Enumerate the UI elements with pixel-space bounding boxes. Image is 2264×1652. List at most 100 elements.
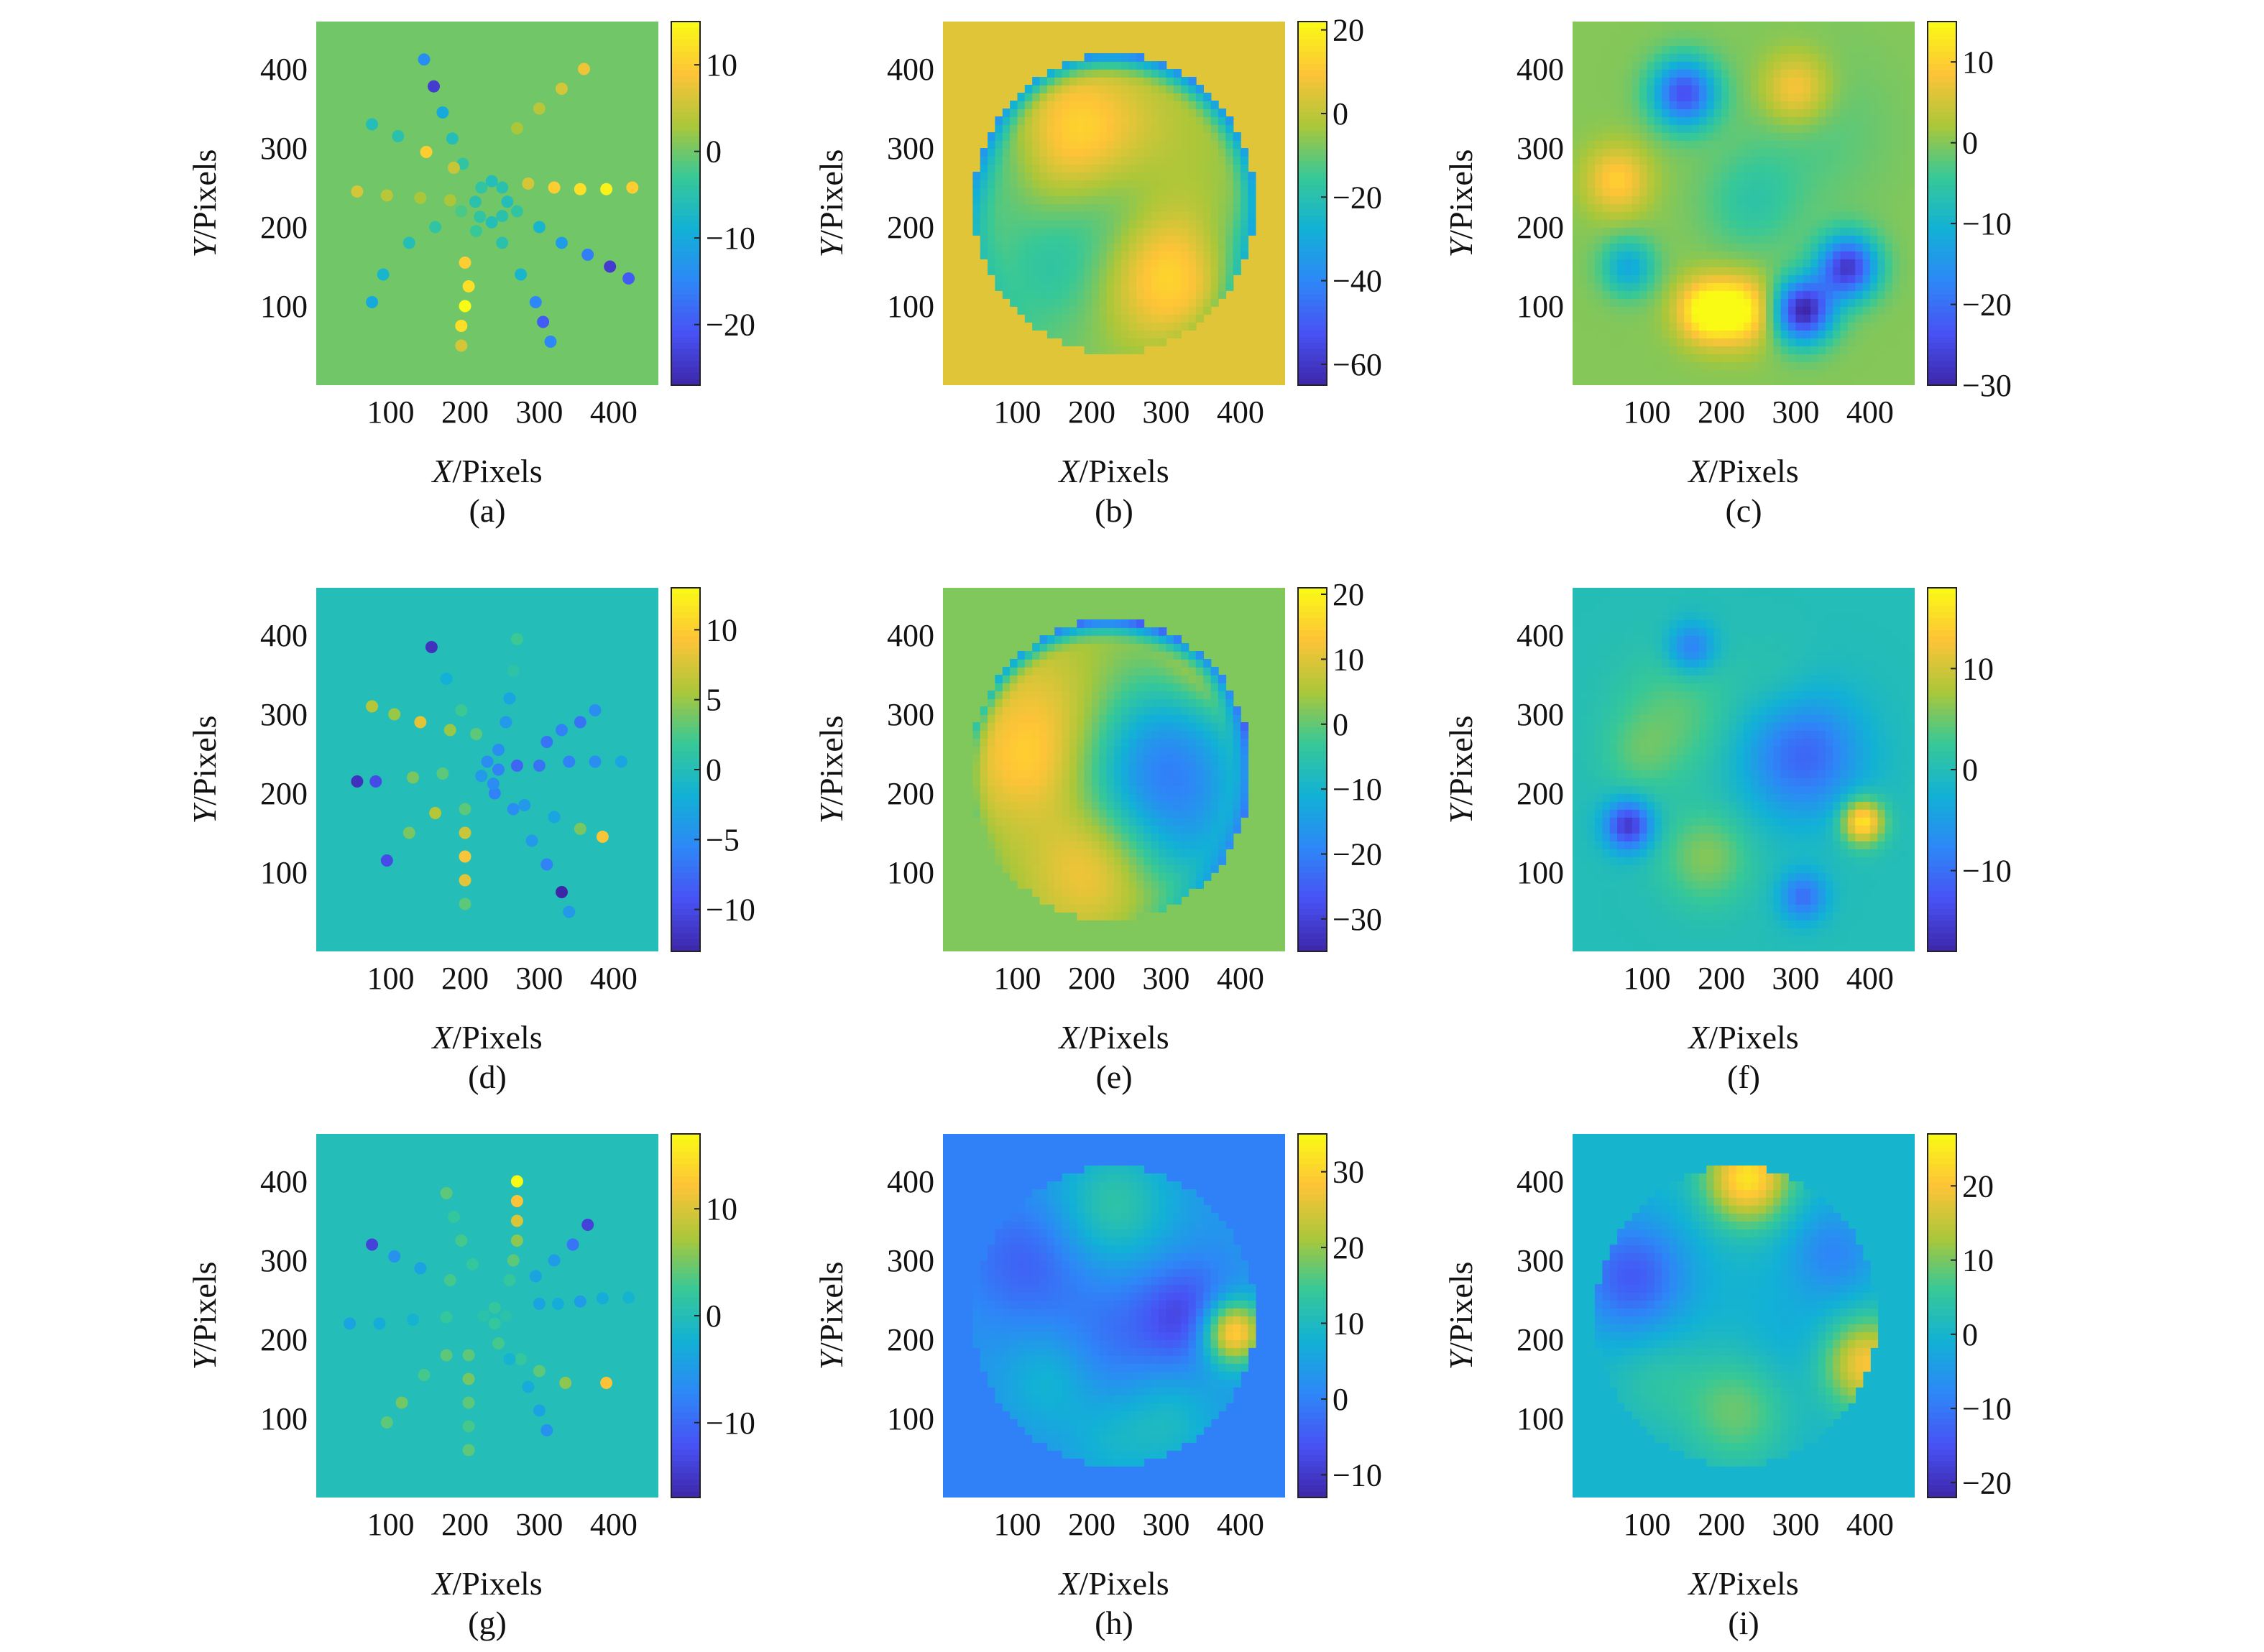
heatmap-cell (1173, 69, 1182, 78)
colorbar-segment (671, 806, 700, 813)
heatmap-cell (1099, 298, 1108, 307)
heatmap-cell (1602, 290, 1611, 299)
heatmap-cell (1039, 180, 1048, 188)
heatmap-cell (1010, 770, 1018, 778)
heatmap-cell (1862, 377, 1871, 385)
colorbar-segment (671, 927, 700, 934)
heatmap-cell (1847, 259, 1856, 267)
heatmap-cell (1788, 53, 1797, 62)
heatmap-cell (1166, 833, 1174, 841)
heatmap-cell (1121, 219, 1130, 228)
heatmap-cell (1900, 219, 1908, 228)
heatmap-cell (1092, 140, 1100, 149)
heatmap-cell (1877, 29, 1886, 38)
heatmap-cell (1609, 116, 1618, 125)
heatmap-cell (1907, 29, 1915, 38)
heatmap-cell (1669, 346, 1678, 354)
heatmap-cell (1647, 156, 1655, 165)
heatmap-cell (980, 817, 988, 826)
heatmap-cell (1046, 290, 1056, 299)
heatmap-cell (1617, 132, 1626, 141)
heatmap-cell (1624, 274, 1633, 283)
heatmap-cell (1002, 762, 1011, 770)
heatmap-cell (1855, 37, 1864, 46)
heatmap-cell (1166, 322, 1174, 331)
heatmap-cell (1721, 109, 1730, 117)
heatmap-cell (1744, 180, 1752, 188)
heatmap-cell (1647, 306, 1655, 315)
heatmap-cell (1840, 211, 1849, 220)
heatmap-cell (1128, 675, 1137, 683)
heatmap-cell (1818, 148, 1826, 157)
heatmap-cell (1766, 338, 1775, 346)
heatmap-cell (1840, 124, 1849, 133)
heatmap-cell (1639, 290, 1648, 299)
heatmap-cell (1069, 714, 1078, 723)
heatmap-cell (1166, 722, 1174, 731)
data-point (574, 716, 586, 729)
heatmap-cell (1744, 45, 1752, 54)
heatmap-cell (1010, 667, 1018, 675)
heatmap-cell (1136, 93, 1145, 101)
heatmap-cell (1595, 203, 1603, 212)
colorbar-segment (671, 739, 700, 746)
heatmap-cell (1233, 132, 1241, 141)
heatmap-cell (1580, 588, 1588, 596)
heatmap-cell (1624, 124, 1633, 133)
heatmap-cell (1632, 354, 1640, 362)
heatmap-cell (995, 267, 1003, 275)
heatmap-cell (1877, 22, 1886, 30)
heatmap-cell (1046, 148, 1056, 157)
heatmap-cell (1729, 164, 1737, 172)
heatmap-cell (1773, 298, 1782, 307)
heatmap-cell (1077, 912, 1085, 920)
heatmap-cell (1136, 235, 1145, 244)
heatmap-cell (1580, 377, 1588, 385)
heatmap-cell (1780, 346, 1789, 354)
heatmap-cell (1818, 290, 1826, 299)
heatmap-cell (1840, 101, 1849, 109)
heatmap-cell (1795, 77, 1804, 86)
heatmap-cell (1595, 219, 1603, 228)
heatmap-cell (1106, 330, 1115, 338)
heatmap-cell (1181, 849, 1189, 857)
data-point (366, 700, 379, 713)
heatmap-cell (1128, 770, 1137, 778)
heatmap-cell (1602, 77, 1611, 86)
heatmap-cell (1039, 322, 1048, 331)
heatmap-cell (1195, 698, 1204, 707)
heatmap-cell (1181, 156, 1189, 165)
heatmap-cell (1114, 156, 1123, 165)
heatmap-cell (972, 188, 981, 196)
heatmap-cell (1010, 148, 1018, 157)
heatmap-cell (1010, 188, 1018, 196)
colorbar-segment (1298, 903, 1327, 910)
heatmap-cell (1609, 361, 1618, 370)
colorbar-segment (671, 606, 700, 613)
heatmap-cell (1010, 156, 1018, 165)
heatmap-cell (1602, 219, 1611, 228)
heatmap-cell (1151, 880, 1159, 889)
heatmap-cell (1847, 156, 1856, 165)
colorbar-segment (671, 312, 700, 319)
colorbar-segment (671, 775, 700, 783)
heatmap-cell (1647, 188, 1655, 196)
heatmap-cell (1662, 172, 1670, 180)
data-point (459, 874, 471, 887)
heatmap-cell (1573, 148, 1581, 157)
heatmap-cell (1907, 306, 1915, 315)
heatmap-cell (1077, 338, 1085, 346)
heatmap-cell (995, 730, 1003, 739)
heatmap-cell (1099, 888, 1108, 897)
heatmap-cell (1017, 251, 1026, 259)
heatmap-cell (1647, 369, 1655, 378)
colorbar-segment (1928, 354, 1956, 361)
heatmap-cell (1151, 770, 1159, 778)
heatmap-cell (1024, 777, 1033, 786)
heatmap-cell (1024, 101, 1033, 109)
heatmap-cell (1173, 109, 1182, 117)
heatmap-cell (1128, 306, 1137, 315)
heatmap-cell (1907, 314, 1915, 323)
heatmap-cell (1877, 188, 1886, 196)
heatmap-cell (1751, 101, 1759, 109)
